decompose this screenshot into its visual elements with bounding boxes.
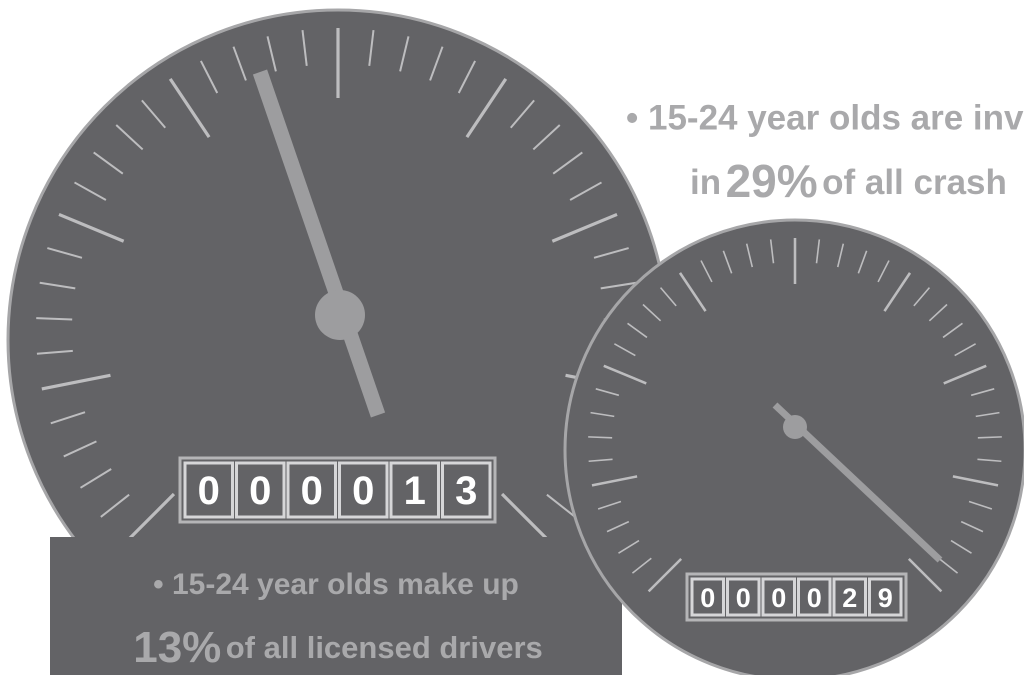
odometer-digit: 0: [736, 583, 751, 613]
odometer-digit: 0: [352, 469, 374, 513]
caption-highlight: 29%: [726, 155, 818, 207]
gauge-tick: [588, 437, 612, 438]
caption-text: of all licensed drivers: [226, 630, 543, 665]
infographic: 000013 • 15-24 year olds make up 13% of …: [0, 0, 1024, 675]
odometer-digit: 9: [878, 583, 893, 613]
gauge-hub: [783, 415, 807, 439]
odometer-digit: 0: [198, 469, 220, 513]
caption-highlight: 13%: [133, 623, 221, 672]
odometer-digit: 0: [301, 469, 323, 513]
odometer-digit: 2: [842, 583, 857, 613]
caption-line: 13% of all licensed drivers: [133, 623, 543, 672]
page: 000013 • 15-24 year olds make up 13% of …: [0, 0, 1024, 675]
caption-line: • 15-24 year olds make up: [153, 568, 519, 601]
caption-line: in 29% of all crash: [690, 155, 1007, 207]
gauge-hub: [315, 290, 365, 340]
caption-line: • 15-24 year olds are inv: [626, 98, 1024, 137]
gauge-tick: [978, 437, 1002, 438]
caption-text: of all crash: [822, 163, 1007, 202]
caption-text: in: [690, 163, 721, 202]
odometer-digit: 0: [700, 583, 715, 613]
odometer-digit: 0: [771, 583, 786, 613]
odometer-digit: 1: [404, 469, 426, 513]
odometer-digit: 0: [807, 583, 822, 613]
gauge-tick: [36, 318, 72, 319]
odometer-digit: 0: [249, 469, 271, 513]
odometer-digit: 3: [455, 469, 477, 513]
